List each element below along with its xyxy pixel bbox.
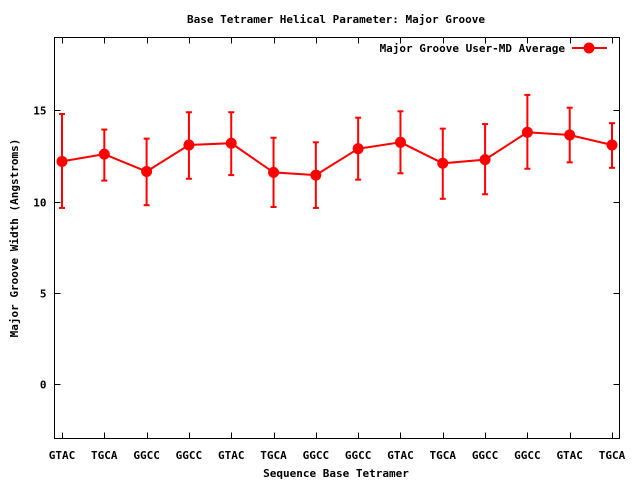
x-tick-label: TGCA [430,449,457,462]
data-point [521,126,533,138]
series-layer [56,93,618,209]
x-tick-label: GTAC [387,449,414,462]
legend-marker [583,42,595,54]
y-axis-label: Major Groove Width (Angstroms) [8,139,21,338]
x-tick-label: GGCC [176,449,203,462]
x-axis-label: Sequence Base Tetramer [263,467,409,480]
x-tick-label: GGCC [472,449,499,462]
data-point [56,155,68,167]
data-point [352,143,364,155]
data-point [183,139,195,151]
data-point [479,154,491,166]
x-axis: GTAC TGCA GGCC GGCC GTAC TGCA GGCC GGCC GTAC TGCA… [49,37,626,462]
data-point [141,165,153,177]
data-point [394,136,406,148]
x-tick-label: GTAC [49,449,76,462]
y-tick-label: 5 [40,288,47,301]
x-tick-label: GGCC [133,449,160,462]
y-tick-label: 15 [33,105,46,118]
x-tick-label: TGCA [599,449,626,462]
chart-title: Base Tetramer Helical Parameter: Major G… [187,13,485,26]
data-point [268,166,280,178]
y-tick-label: 10 [33,197,46,210]
x-tick-label: GGCC [345,449,372,462]
data-point [225,137,237,149]
x-tick-label: GTAC [556,449,583,462]
x-tick-label: GGCC [303,449,330,462]
legend: Major Groove User-MD Average [380,42,607,55]
data-point [98,148,110,160]
x-tick-label: TGCA [260,449,287,462]
y-tick-label: 0 [40,379,47,392]
data-point [437,157,449,169]
series-line [61,131,613,177]
data-point [564,129,576,141]
data-point [310,169,322,181]
x-tick-label: GGCC [514,449,541,462]
legend-label: Major Groove User-MD Average [380,42,566,55]
x-tick-label: GTAC [218,449,245,462]
y-axis: 0 5 10 15 [33,105,620,392]
data-point [606,139,618,151]
plot-frame [54,37,620,439]
x-tick-label: TGCA [91,449,118,462]
